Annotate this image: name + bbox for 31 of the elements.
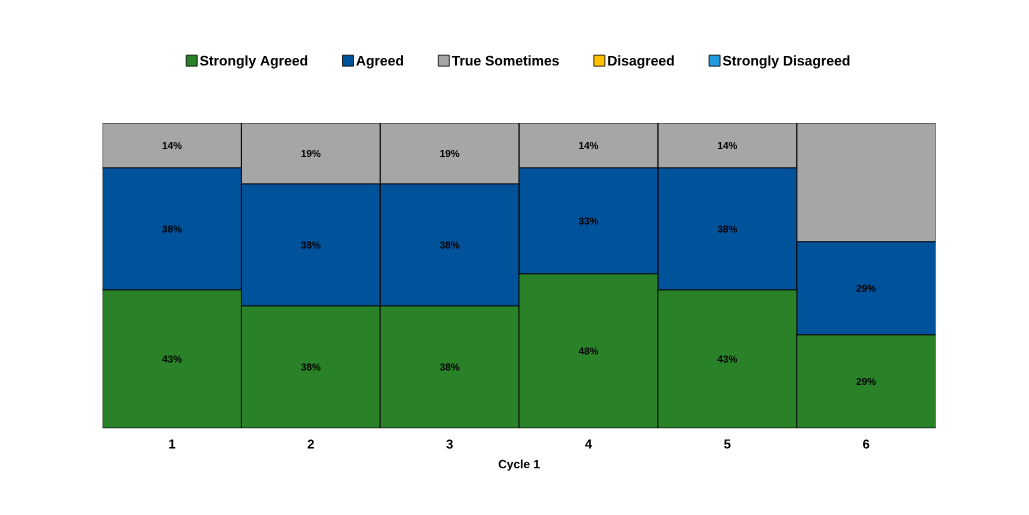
x-tick-label: 3	[446, 439, 453, 449]
data-label: 48%	[578, 347, 599, 355]
data-label: 33%	[578, 217, 599, 225]
bar	[518, 123, 659, 169]
legend-label: Agreed	[356, 55, 404, 69]
data-label: 14%	[718, 141, 738, 149]
data-label: 14%	[579, 141, 599, 149]
legend-label: Disagreed	[608, 55, 674, 69]
data-label: 38%	[301, 363, 321, 371]
data-label: 38%	[717, 225, 738, 233]
data-label: 43%	[162, 355, 182, 363]
x-axis-title: Cycle 1	[498, 459, 540, 471]
x-tick-label: 5	[724, 439, 731, 449]
bar	[518, 167, 659, 275]
data-label: 14%	[162, 141, 182, 149]
x-tick-label: 4	[585, 439, 593, 449]
x-tick-label: 2	[307, 439, 314, 449]
data-label: 19%	[440, 149, 460, 158]
data-label: 38%	[439, 241, 460, 249]
data-label: 38%	[162, 225, 182, 233]
x-tick-label: 1	[169, 439, 176, 449]
legend-label: Strongly Agreed	[200, 55, 308, 69]
data-label: 38%	[301, 241, 321, 249]
data-label: 29%	[856, 284, 876, 292]
x-tick-label: 6	[863, 439, 870, 449]
data-label: 43%	[717, 355, 738, 363]
data-label: 19%	[301, 149, 321, 158]
legend-label: Strongly Disagreed	[722, 55, 850, 69]
data-label: 38%	[439, 363, 460, 371]
legend-label: True Sometimes	[451, 55, 559, 66]
data-label: 29%	[856, 377, 876, 385]
